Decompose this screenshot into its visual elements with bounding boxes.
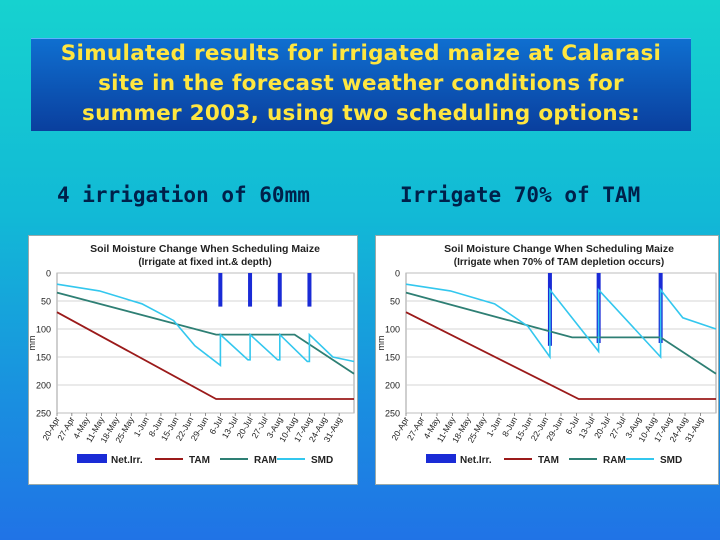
slide-title: Simulated results for irrigated maize at… [31,39,691,129]
y-tick-label: 150 [36,353,51,363]
y-tick-label: 0 [395,269,400,279]
legend-label: Net.Irr. [460,455,492,466]
chart-subtitle: (Irrigate at fixed int.& depth) [138,257,271,268]
irrigation-bar [307,273,312,307]
option-right-label: Irrigate 70% of TAM [400,183,641,207]
legend-label: RAM [254,455,277,466]
legend-label: SMD [660,455,682,466]
chart-tam-depletion: Soil Moisture Change When Scheduling Mai… [376,243,717,466]
series-line-smd [405,283,717,360]
y-tick-label: 250 [385,409,400,419]
chart-panel-fixed: Soil Moisture Change When Scheduling Mai… [27,235,358,485]
slide-title-line-3: summer 2003, using two scheduling option… [81,101,641,126]
y-axis-label: mm [29,336,37,351]
series-line-tam [405,311,716,400]
legend-label: SMD [311,455,333,466]
legend-label: RAM [603,455,626,466]
y-tick-label: 0 [46,269,51,279]
slide-title-line-1: Simulated results for irrigated maize at… [60,41,662,66]
series-line-ram [56,291,355,375]
y-tick-label: 100 [36,325,51,335]
y-tick-label: 250 [36,409,51,419]
y-tick-label: 200 [385,381,400,391]
y-tick-label: 150 [385,353,400,363]
chart-subtitle: (Irrigate when 70% of TAM depletion occu… [454,257,664,268]
series-line-smd [56,283,355,368]
chart-title: Soil Moisture Change When Scheduling Mai… [444,243,674,255]
y-tick-label: 50 [41,297,51,307]
series-line-ram [405,291,717,375]
irrigation-bar [277,273,282,307]
slide-title-line-2: site in the forecast weather conditions … [98,71,624,96]
chart-fixed-interval: Soil Moisture Change When Scheduling Mai… [27,243,355,466]
legend-swatch-net-irr [77,454,107,463]
title-banner [31,38,691,131]
option-left-label: 4 irrigation of 60mm [57,183,310,207]
chart-panel-tam: Soil Moisture Change When Scheduling Mai… [375,235,719,485]
y-axis-label: mm [376,336,386,351]
irrigation-bar [218,273,223,307]
y-tick-label: 100 [385,325,400,335]
irrigation-bar [248,273,253,307]
series-line-tam [56,311,354,400]
legend-swatch-net-irr [426,454,456,463]
y-tick-label: 200 [36,381,51,391]
legend-label: TAM [189,455,210,466]
y-tick-label: 50 [390,297,400,307]
legend-label: TAM [538,455,559,466]
chart-title: Soil Moisture Change When Scheduling Mai… [90,243,320,255]
legend-label: Net.Irr. [111,455,143,466]
plot-area [56,272,355,414]
